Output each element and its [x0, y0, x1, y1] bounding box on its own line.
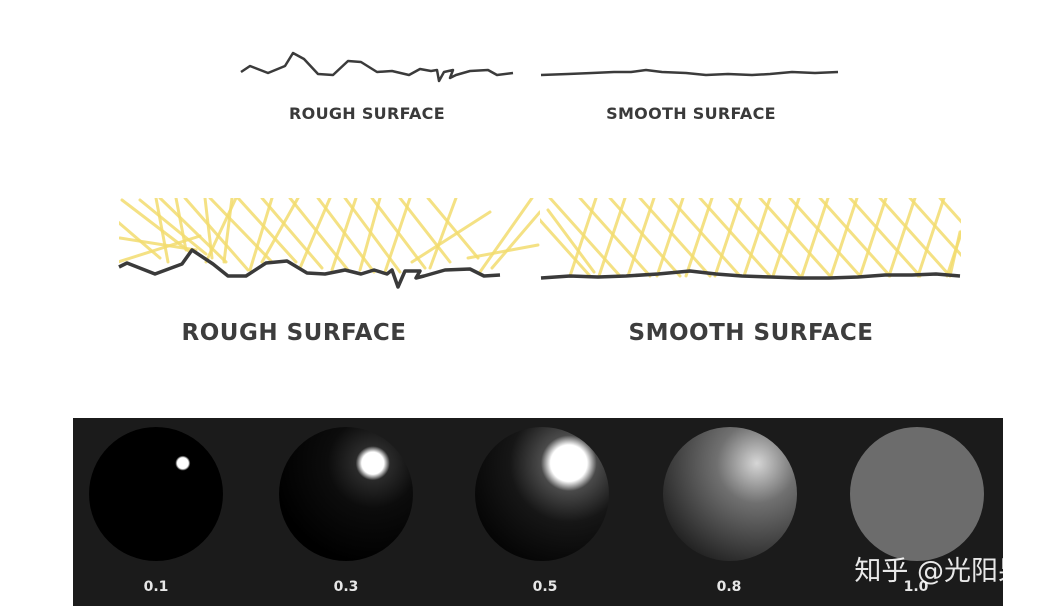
light-ray	[154, 198, 170, 264]
top-smooth-surface-label: SMOOTH SURFACE	[606, 104, 776, 123]
sphere-label-0-1: 0.1	[144, 579, 169, 595]
light-ray	[938, 198, 961, 224]
rough-surface-label: ROUGH SURFACE	[182, 320, 407, 346]
rough-surface-line	[118, 248, 501, 289]
sphere-roughness-0-5	[475, 427, 609, 561]
light-ray	[208, 198, 274, 264]
light-ray	[316, 198, 376, 274]
light-ray	[298, 198, 332, 270]
light-ray	[478, 198, 534, 274]
light-ray	[138, 198, 208, 256]
top-smooth-surface-group: SMOOTH SURFACE	[540, 68, 839, 123]
light-ray	[848, 198, 922, 278]
light-ray	[908, 198, 961, 258]
light-ray	[330, 198, 358, 272]
light-ray	[548, 198, 622, 278]
light-ray	[970, 198, 1040, 276]
light-ray	[546, 208, 596, 274]
light-ray	[383, 198, 412, 274]
top-smooth-surface-line	[540, 68, 839, 77]
smooth-light-panel: SMOOTH SURFACE	[540, 198, 1040, 346]
light-ray	[887, 198, 917, 278]
light-ray	[119, 234, 202, 264]
sphere-roughness-0-8	[663, 427, 797, 561]
sphere-roughness-0-1	[89, 427, 223, 561]
light-ray	[858, 198, 888, 278]
light-ray	[540, 218, 592, 278]
roughness-spheres-panel: 0.1 0.3 0.5 0.8 1.0	[73, 418, 1003, 606]
light-ray	[343, 198, 402, 274]
light-ray	[288, 198, 350, 272]
light-ray	[158, 198, 228, 264]
light-ray	[174, 198, 188, 252]
light-ray	[248, 198, 274, 272]
light-ray	[428, 198, 458, 270]
light-ray	[183, 198, 250, 272]
light-ray	[490, 210, 540, 270]
sphere-label-0-5: 0.5	[533, 579, 558, 595]
light-ray	[466, 243, 540, 260]
light-ray	[758, 198, 832, 278]
light-ray	[358, 198, 382, 272]
light-ray	[916, 198, 946, 278]
light-ray	[597, 198, 627, 278]
sphere-roughness-1-0	[850, 427, 984, 561]
sphere-label-0-3: 0.3	[334, 579, 359, 595]
light-ray	[668, 198, 742, 278]
light-ray	[1005, 198, 1031, 276]
light-ray	[638, 198, 712, 278]
light-ray	[742, 198, 772, 278]
light-ray	[878, 198, 952, 278]
smooth-surface-label: SMOOTH SURFACE	[629, 320, 874, 346]
top-rough-surface-line	[240, 51, 514, 83]
smooth-surface-line	[540, 269, 961, 280]
light-ray	[119, 236, 198, 252]
light-ray	[568, 198, 598, 278]
sphere-label-1-0: 1.0	[904, 579, 929, 595]
light-ray	[698, 198, 772, 278]
light-ray	[260, 198, 300, 264]
sphere-label-0-8: 0.8	[717, 579, 742, 595]
light-ray	[426, 198, 480, 260]
top-rough-surface-label: ROUGH SURFACE	[289, 104, 445, 123]
light-ray	[260, 198, 324, 270]
light-ray	[203, 198, 214, 260]
light-ray	[829, 198, 859, 278]
light-ray	[728, 198, 802, 278]
smooth-reflected-light-rays	[540, 198, 1040, 278]
light-ray	[684, 198, 714, 278]
light-ray	[800, 198, 830, 278]
light-ray	[655, 198, 685, 278]
rough-scattered-light-rays	[119, 198, 540, 274]
sphere-roughness-0-3	[279, 427, 413, 561]
light-ray	[818, 198, 892, 278]
light-ray	[771, 198, 801, 278]
watermark-text: 知乎 @光阳果	[854, 556, 1025, 587]
light-ray	[410, 210, 492, 264]
light-ray	[976, 198, 1002, 276]
light-ray	[236, 198, 298, 264]
light-ray	[713, 198, 743, 278]
light-ray	[948, 230, 961, 278]
top-rough-surface-group: ROUGH SURFACE	[240, 51, 514, 123]
light-ray	[398, 198, 452, 264]
light-ray	[788, 198, 862, 278]
rough-light-panel: ROUGH SURFACE	[118, 198, 540, 346]
light-ray	[222, 198, 234, 264]
light-ray	[626, 198, 656, 278]
